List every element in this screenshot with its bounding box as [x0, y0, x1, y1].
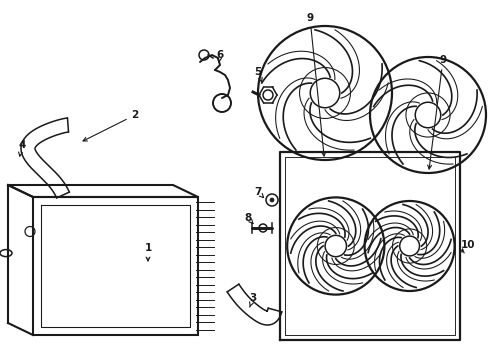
Text: 1: 1 [145, 243, 151, 253]
Circle shape [270, 198, 274, 202]
Text: 9: 9 [306, 13, 314, 23]
Text: 3: 3 [249, 293, 257, 303]
Text: 9: 9 [440, 55, 446, 65]
Text: 7: 7 [254, 187, 262, 197]
Text: 4: 4 [18, 140, 25, 150]
Text: 8: 8 [245, 213, 252, 223]
Text: 2: 2 [131, 110, 139, 120]
Text: 5: 5 [254, 67, 262, 77]
Text: 10: 10 [461, 240, 475, 250]
Text: 6: 6 [217, 50, 223, 60]
